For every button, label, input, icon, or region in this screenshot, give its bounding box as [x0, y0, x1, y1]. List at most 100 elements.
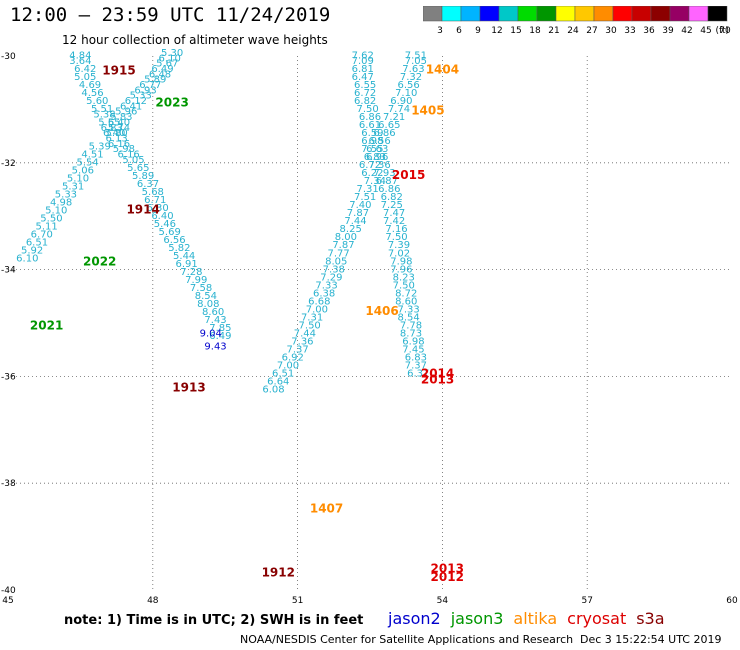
wave-height-value: 7.00 [306, 304, 328, 315]
wave-height-value: 6.40 [151, 211, 173, 222]
colorbar-tick-label: 15 [510, 26, 521, 36]
wave-height-value: 6.70 [31, 230, 53, 241]
chart-title: 12:00 – 23:59 UTC 11/24/2019 [10, 4, 331, 26]
wave-height-value: 8.25 [340, 224, 362, 235]
x-tick-label: 48 [147, 596, 159, 606]
wave-height-value: 5.39 [89, 141, 111, 152]
wave-height-value: 6.56 [369, 136, 391, 147]
wave-height-value: 7.16 [385, 224, 407, 235]
wave-height-value: 5.30 [161, 48, 183, 59]
wave-height-value: 6.40 [103, 128, 125, 139]
wave-height-value: 6.51 [272, 368, 294, 379]
wave-height-value: 5.54 [77, 157, 99, 168]
wave-height-value: 6.10 [16, 254, 38, 265]
wave-height-value: 5.51 [91, 104, 113, 115]
pass-time-label: 1914 [126, 203, 159, 217]
wave-height-value: 6.56 [397, 80, 419, 91]
wave-height-value: 6.55 [354, 80, 376, 91]
wave-height-value: 7.37 [405, 360, 427, 371]
wave-height-value: 5.98 [113, 144, 135, 155]
wave-height-value: 6.96 [366, 152, 388, 163]
wave-height-value: 6.41 [120, 101, 142, 112]
wave-height-value: 6.64 [267, 376, 289, 387]
wave-height-value: 7.31 [356, 184, 378, 195]
satellite-legend: jason2 jason3 altika cryosat s3a [388, 609, 675, 628]
wave-height-value: 4.69 [79, 80, 101, 91]
pass-time-label: 2013 [421, 372, 454, 386]
wave-height-value: 5.38 [93, 109, 115, 120]
colorbar-tick-label: 18 [529, 26, 541, 36]
colorbar: 3 6 9 12 15 18 21 24 27 30 33 36 39 42 45 70(ft) [423, 6, 731, 36]
wave-height-value: 7.10 [395, 88, 417, 99]
x-tick-label: 51 [292, 596, 303, 606]
wave-height-value: 6.92 [282, 352, 304, 363]
wave-height-value: 6.68 [308, 296, 330, 307]
wave-height-value: 8.05 [325, 256, 347, 267]
colorbar-tick-label: 70 [719, 26, 731, 36]
chart-subtitle: 12 hour collection of altimeter wave hei… [62, 33, 328, 47]
wave-height-value: 6.65 [378, 120, 400, 131]
wave-height-value: 6.83 [101, 123, 123, 134]
colorbar-tick-label: 3 [437, 26, 443, 36]
pass-time-label: 2021 [30, 318, 63, 332]
x-tick-label: 45 [2, 596, 13, 606]
wave-height-value: 7.05 [405, 56, 427, 67]
wave-height-value: 7.51 [354, 192, 376, 203]
wave-height-value: 8.54 [195, 291, 217, 302]
wave-height-value: 6.86 [359, 112, 381, 123]
y-tick-label: -38 [1, 479, 16, 489]
wave-height-value: 5.05 [74, 72, 96, 83]
pass-time-label: 2022 [83, 254, 116, 268]
wave-height-value: 5.06 [72, 165, 94, 176]
wave-height-value: 7.99 [185, 275, 207, 286]
wave-height-value: 7.87 [332, 240, 354, 251]
colorbar-tick-label: 12 [491, 26, 502, 36]
footer-note: note: 1) Time is in UTC; 2) SWH is in fe… [64, 613, 364, 628]
wave-height-value: 8.00 [335, 232, 357, 243]
wave-height-value: 7.63 [402, 64, 424, 75]
wave-height-value: 7.39 [388, 240, 410, 251]
wave-height-value: 7.85 [209, 323, 231, 334]
pass-time-label: 1404 [426, 63, 459, 77]
wave-height-value: 6.37 [407, 368, 429, 379]
x-tick-label: 60 [726, 596, 738, 606]
pass-time-label: 2014 [421, 366, 454, 380]
colorbar-tick-label: 30 [605, 26, 617, 36]
wave-height-value: 5.60 [86, 96, 108, 107]
wave-height-value: 5.11 [35, 222, 57, 233]
wave-height-value: 3.64 [69, 56, 91, 67]
colorbar-tick-label: 6 [456, 26, 462, 36]
wave-height-value: 7.50 [356, 104, 378, 115]
wave-height-value: 9.04 [200, 328, 222, 339]
wave-height-value: 5.74 [108, 123, 130, 134]
wave-height-value: 6.71 [144, 195, 166, 206]
wave-height-value: 6.72 [354, 88, 376, 99]
wave-height-value: 5.65 [127, 163, 149, 174]
wave-height-value: 6.81 [352, 64, 374, 75]
wave-height-value: 7.87 [347, 208, 369, 219]
wave-height-value: 7.62 [352, 51, 374, 62]
wave-height-value: 9.43 [204, 342, 226, 353]
wave-height-value: 6.51 [26, 238, 48, 249]
wave-height-value: 7.45 [402, 344, 424, 355]
legend-entry-altika: altika [513, 609, 558, 628]
wave-height-value: 5.89 [144, 75, 166, 86]
wave-height-value: 6.48 [149, 69, 171, 80]
y-tick-label: -40 [1, 586, 16, 596]
wave-height-value: 6.98 [361, 136, 383, 147]
colorbar-tick-label: 42 [681, 26, 692, 36]
wave-height-value: 7.44 [294, 328, 316, 339]
wave-height-value: 7.74 [388, 104, 410, 115]
footer-credit: NOAA/NESDIS Center for Satellite Applica… [240, 633, 574, 646]
wave-height-value: 5.44 [173, 251, 195, 262]
legend-entry-jason3: jason3 [450, 609, 504, 628]
wave-height-value: 7.28 [180, 267, 202, 278]
wave-height-value: 6.16 [108, 139, 130, 150]
wave-height-value: 6.16 [118, 149, 140, 160]
colorbar-swatch [707, 6, 728, 22]
x-tick-label: 54 [437, 596, 449, 606]
wave-height-value: 6.86 [373, 128, 395, 139]
colorbar-tick-label: 45 [700, 26, 711, 36]
wave-height-value: 7.58 [190, 283, 212, 294]
wave-height-value: 6.47 [352, 72, 374, 83]
